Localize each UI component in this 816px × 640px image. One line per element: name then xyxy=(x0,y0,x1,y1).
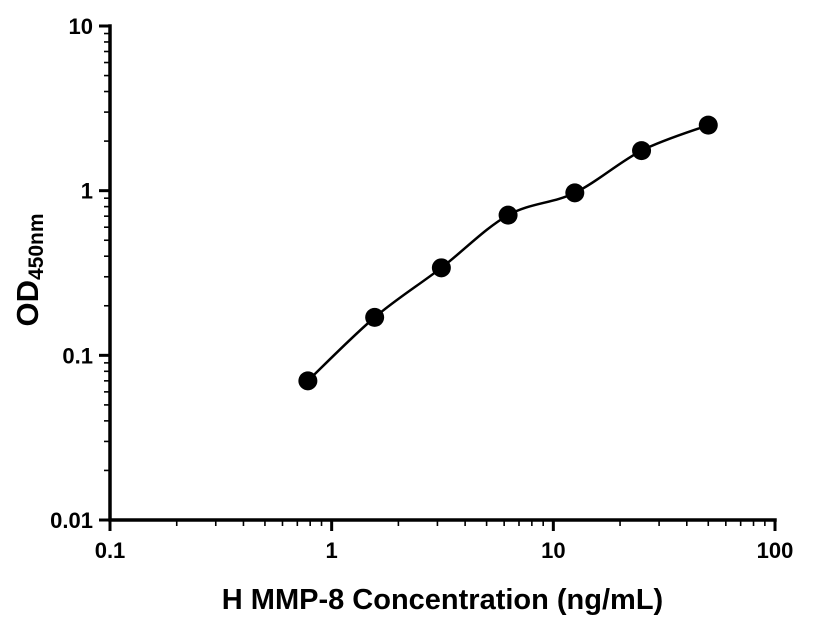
data-point-marker xyxy=(698,115,718,135)
x-axis-title: H MMP-8 Concentration (ng/mL) xyxy=(221,584,664,616)
data-point-marker xyxy=(565,183,585,203)
data-point-marker xyxy=(298,371,318,391)
data-point-marker xyxy=(632,141,652,161)
curve-fit-line xyxy=(307,123,709,382)
data-point-marker xyxy=(431,258,451,278)
x-tick-label: 0.1 xyxy=(95,538,126,563)
x-tick-label: 1 xyxy=(326,538,338,563)
data-point-marker xyxy=(365,307,385,327)
y-tick-label: 10 xyxy=(69,14,93,39)
y-tick-label: 1 xyxy=(81,179,93,204)
y-tick-label: 0.01 xyxy=(50,508,93,533)
x-tick-label: 100 xyxy=(757,538,794,563)
y-axis-title-subscript: 450nm xyxy=(25,213,48,281)
y-axis-title-main: OD xyxy=(10,280,45,327)
x-tick-label: 10 xyxy=(541,538,565,563)
y-tick-label: 0.1 xyxy=(62,343,93,368)
y-axis-title: OD450nm xyxy=(6,160,50,380)
data-point-marker xyxy=(498,205,518,225)
